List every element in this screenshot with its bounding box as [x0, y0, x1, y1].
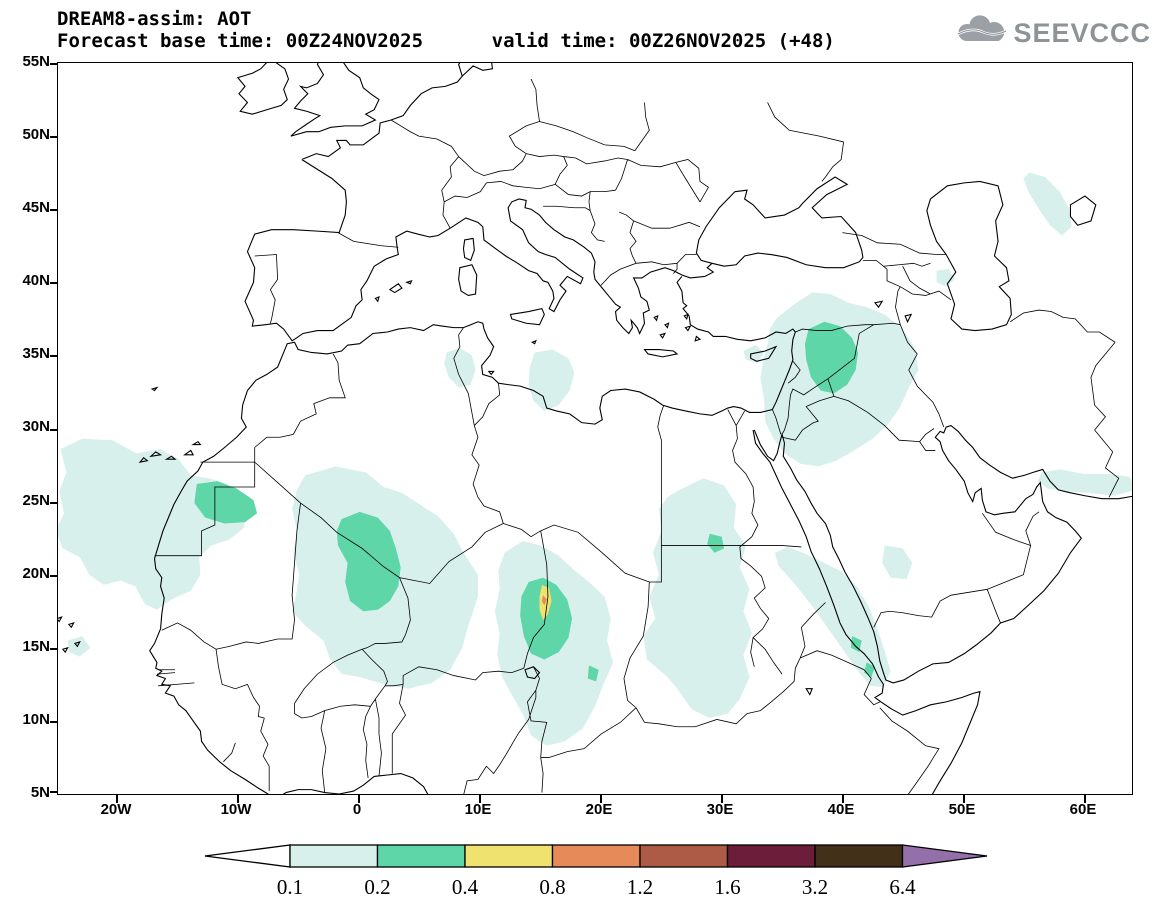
- lon-label: 30E: [706, 801, 734, 818]
- lat-tick: [50, 282, 58, 284]
- coastline-layer: [58, 63, 1132, 794]
- lon-label: 50E: [948, 801, 976, 818]
- border-layer: [155, 79, 1119, 794]
- cloud-icon: [954, 14, 1008, 52]
- map: [58, 63, 1132, 794]
- lat-tick: [50, 429, 58, 431]
- lat-tick: [50, 63, 58, 65]
- colorbar-segment: [814, 844, 904, 868]
- logo-text: SEEVCCC: [1013, 17, 1151, 48]
- lat-label: 15N: [22, 638, 50, 655]
- colorbar-segment: [464, 844, 554, 868]
- lat-tick: [50, 209, 58, 211]
- lon-tick: [721, 795, 723, 803]
- colorbar-label: 0.1: [277, 875, 303, 899]
- lon-label: 20W: [100, 801, 132, 818]
- lat-label: 5N: [30, 784, 50, 801]
- lat-label: 35N: [22, 345, 50, 362]
- lat-tick: [50, 721, 58, 723]
- lat-tick: [50, 502, 58, 504]
- lon-tick: [963, 795, 965, 803]
- river-layer: [728, 409, 782, 674]
- colorbar-label: 1.2: [627, 875, 653, 899]
- lat-label: 40N: [22, 272, 50, 289]
- lat-tick: [50, 791, 58, 793]
- colorbar-segment: [726, 844, 816, 868]
- page-title: DREAM8-assim: AOT: [57, 8, 252, 30]
- lon-tick: [358, 795, 360, 803]
- lon-tick: [116, 795, 118, 803]
- aot-fill-level-0.1: [58, 172, 1132, 746]
- aot-fill-level-0.2: [194, 321, 875, 682]
- colorbar-underflow-arrow: [204, 844, 291, 868]
- lon-tick: [479, 795, 481, 803]
- lon-tick: [842, 795, 844, 803]
- colorbar-overflow-arrow: [901, 844, 988, 868]
- lat-label: 50N: [22, 126, 50, 143]
- lon-tick: [1084, 795, 1086, 803]
- colorbar-label: 0.2: [364, 875, 390, 899]
- lon-label: 10W: [220, 801, 252, 818]
- colorbar-label: 6.4: [889, 875, 916, 899]
- lat-label: 20N: [22, 565, 50, 582]
- lon-label: 60E: [1069, 801, 1097, 818]
- lat-label: 45N: [22, 199, 50, 216]
- lon-label: 40E: [827, 801, 855, 818]
- lat-tick: [50, 648, 58, 650]
- seevccc-logo: SEEVCCC: [954, 14, 1151, 52]
- lat-label: 25N: [22, 492, 50, 509]
- lon-tick: [237, 795, 239, 803]
- lat-label: 55N: [22, 53, 50, 70]
- aot-fill-level-0.8: [541, 595, 547, 606]
- lat-label: 30N: [22, 418, 50, 435]
- lat-label: 10N: [22, 711, 50, 728]
- lon-label: 10E: [464, 801, 492, 818]
- colorbar-segment: [376, 844, 466, 868]
- colorbar-label: 3.2: [802, 875, 828, 899]
- colorbar-label: 0.8: [539, 875, 565, 899]
- colorbar-segment: [639, 844, 729, 868]
- map-frame: [50, 62, 1133, 803]
- colorbar: 0.1 0.2 0.4 0.8 1.2 1.6 3.2 6.4: [204, 844, 988, 899]
- lon-tick: [600, 795, 602, 803]
- lat-tick: [50, 355, 58, 357]
- colorbar-segment: [551, 844, 641, 868]
- lat-tick: [50, 136, 58, 138]
- colorbar-label: 1.6: [714, 875, 740, 899]
- forecast-times-line: Forecast base time: 00Z24NOV2025 valid t…: [57, 30, 835, 52]
- lon-label: 0: [352, 801, 362, 818]
- colorbar-segment: [289, 844, 379, 868]
- lat-tick: [50, 575, 58, 577]
- colorbar-label: 0.4: [452, 875, 479, 899]
- lon-label: 20E: [585, 801, 613, 818]
